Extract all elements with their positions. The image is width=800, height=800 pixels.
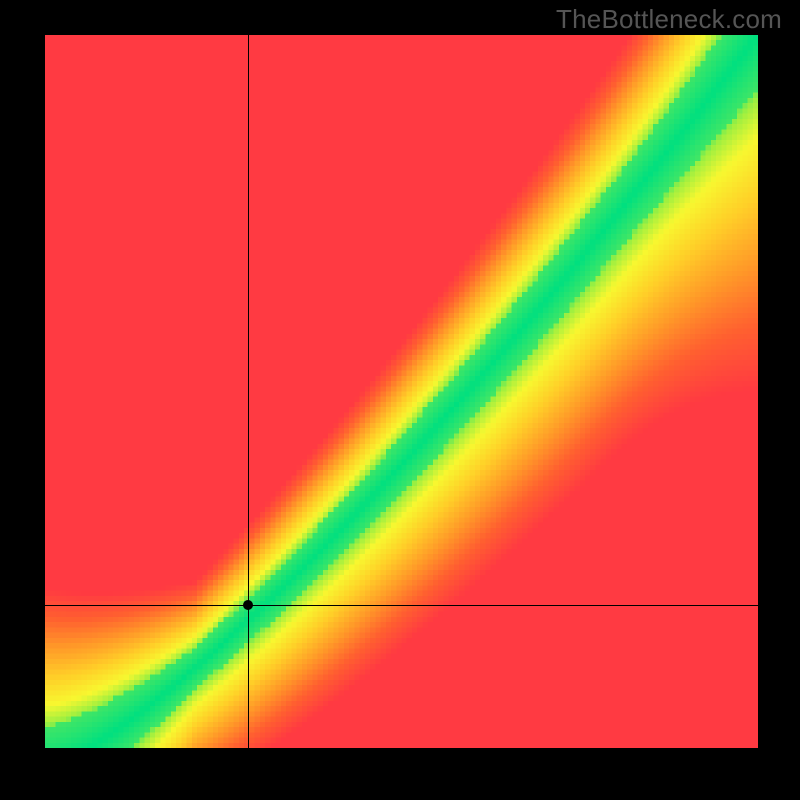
watermark-text: TheBottleneck.com [556, 4, 782, 35]
chart-container: TheBottleneck.com [0, 0, 800, 800]
crosshair-vertical [248, 35, 249, 748]
crosshair-horizontal [45, 605, 758, 606]
crosshair-marker [243, 600, 253, 610]
heatmap-canvas [45, 35, 758, 748]
